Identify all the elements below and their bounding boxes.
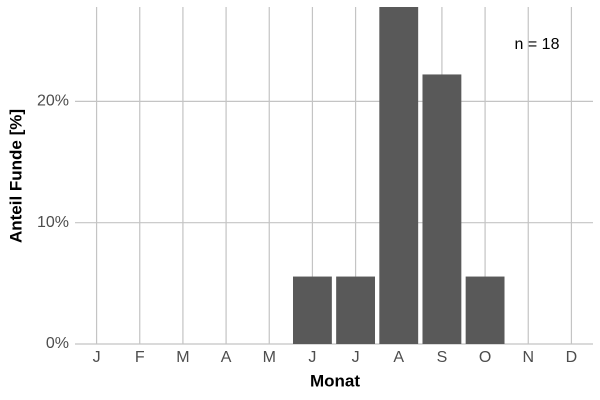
bar bbox=[336, 276, 376, 344]
x-tick-label: S bbox=[437, 349, 448, 366]
x-tick-label: J bbox=[352, 349, 360, 366]
annotation: n = 18 bbox=[515, 36, 560, 53]
x-tick-label: M bbox=[176, 349, 189, 366]
y-tick-label: 10% bbox=[37, 214, 69, 231]
bar bbox=[292, 276, 332, 344]
x-tick-label: M bbox=[263, 349, 276, 366]
y-tick-label: 20% bbox=[37, 93, 69, 110]
y-axis-title: Anteil Funde [%] bbox=[6, 109, 25, 243]
x-tick-label: J bbox=[308, 349, 316, 366]
x-tick-label: O bbox=[479, 349, 491, 366]
y-tick-label: 0% bbox=[46, 335, 69, 352]
x-axis-title: Monat bbox=[310, 371, 360, 390]
x-tick-label: F bbox=[135, 349, 145, 366]
x-tick-label: A bbox=[393, 349, 404, 366]
bar bbox=[379, 7, 419, 344]
bar bbox=[465, 276, 505, 344]
x-tick-label: N bbox=[522, 349, 534, 366]
x-tick-label: D bbox=[566, 349, 578, 366]
x-tick-label: J bbox=[93, 349, 101, 366]
x-tick-label: A bbox=[221, 349, 232, 366]
bar bbox=[422, 74, 462, 345]
